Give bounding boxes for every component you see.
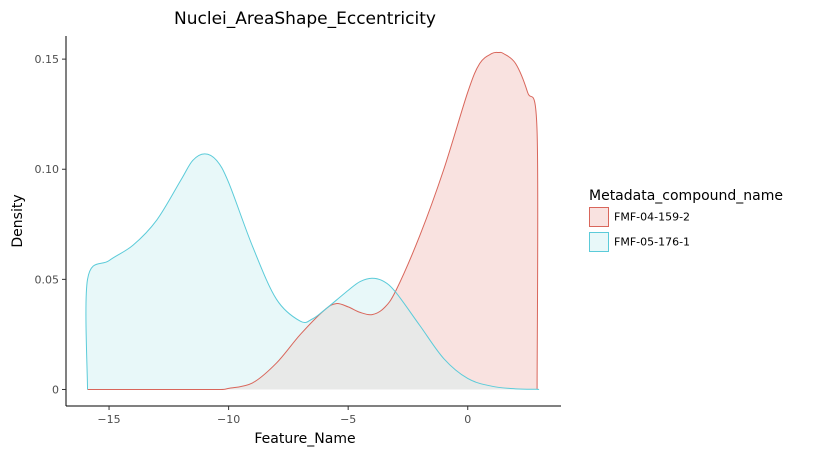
y-tick-label: 0 <box>52 383 59 396</box>
y-axis-title: Density <box>10 194 26 247</box>
series-area-1 <box>87 52 538 390</box>
y-tick-label: 0.05 <box>35 273 60 286</box>
x-axis-title: Feature_Name <box>254 431 355 447</box>
legend-label-2: FMF-05-176-1 <box>614 236 690 249</box>
legend-label-1: FMF-04-159-2 <box>614 211 690 224</box>
series-layer <box>85 52 539 390</box>
x-tick-label: −5 <box>340 413 356 426</box>
legend-items: FMF-04-159-2 FMF-05-176-1 <box>589 207 690 252</box>
series-line-2 <box>85 153 540 390</box>
chart-title: Nuclei_AreaShape_Eccentricity <box>174 9 436 29</box>
x-tick-label: −15 <box>97 413 120 426</box>
legend-key-1 <box>589 207 609 227</box>
x-tick-label: 0 <box>464 413 471 426</box>
x-tick-label: −10 <box>217 413 240 426</box>
legend-key-2 <box>589 232 609 252</box>
y-tick-label: 0.15 <box>35 53 60 66</box>
x-axis-ticks: −15 −10 −5 0 <box>97 406 471 426</box>
line-layer <box>85 51 540 391</box>
legend: Metadata_compound_name FMF-04-159-2FMF-0… <box>589 188 783 252</box>
legend-title: Metadata_compound_name <box>589 188 783 204</box>
y-tick-label: 0.10 <box>35 163 60 176</box>
y-axis-ticks: 0 0.05 0.10 0.15 <box>35 53 66 396</box>
series-area-2 <box>85 153 539 390</box>
series-line-1 <box>87 51 539 391</box>
